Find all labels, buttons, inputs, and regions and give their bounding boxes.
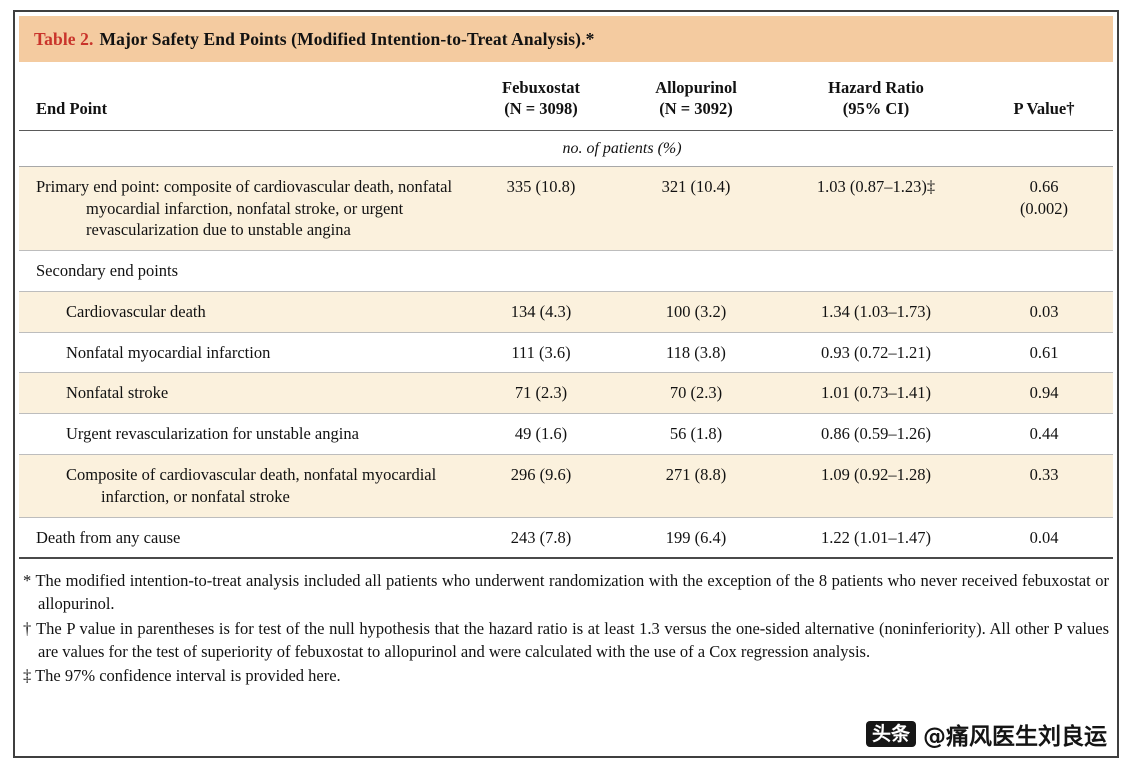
table-row-urgent-revascularization: Urgent revascularization for unstable an… <box>19 413 1113 454</box>
febuxostat-value: 111 (3.6) <box>511 342 571 362</box>
row-label: Nonfatal myocardial infarction <box>66 342 271 362</box>
table-title: Major Safety End Points (Modified Intent… <box>99 29 595 49</box>
table-figure: Table 2. Major Safety End Points (Modifie… <box>13 10 1119 758</box>
table-row-composite: Composite of cardiovascular death, nonfa… <box>19 454 1113 517</box>
row-label: Death from any cause <box>36 527 181 547</box>
row-label: Primary end point: composite of cardiova… <box>36 176 453 240</box>
footnote-text: The P value in parentheses is for test o… <box>36 618 1110 661</box>
allopurinol-value: 100 (3.2) <box>665 301 727 321</box>
allopurinol-value: 321 (10.4) <box>661 176 731 196</box>
footnote-text: The modified intention-to-treat analysis… <box>35 571 1109 614</box>
p-value: 0.94 <box>1029 383 1059 403</box>
hazard-ratio-value: 1.03 (0.87–1.23)‡ <box>816 176 936 196</box>
column-header-hazard-ratio: Hazard Ratio (95% CI) <box>828 78 924 119</box>
row-label: Secondary end points <box>36 261 179 281</box>
hazard-ratio-value: 1.34 (1.03–1.73) <box>821 301 931 321</box>
p-value: 0.61 <box>1029 342 1059 362</box>
allopurinol-value: 118 (3.8) <box>666 342 726 362</box>
allopurinol-value: 56 (1.8) <box>669 424 723 444</box>
table-row-cardiovascular-death: Cardiovascular death 134 (4.3) 100 (3.2)… <box>19 290 1113 332</box>
febuxostat-value: 243 (7.8) <box>510 527 572 547</box>
table-title-bar: Table 2. Major Safety End Points (Modifie… <box>19 16 1113 62</box>
column-header-p-value: P Value† <box>1013 99 1075 119</box>
column-header-allopurinol: Allopurinol (N = 3092) <box>655 78 737 119</box>
table-row-nonfatal-stroke: Nonfatal stroke 71 (2.3) 70 (2.3) 1.01 (… <box>19 372 1113 414</box>
footnote-marker: * <box>23 571 32 591</box>
hazard-ratio-value: 1.09 (0.92–1.28) <box>821 465 931 484</box>
table-header-row: End Point Febuxostat (N = 3098) Allopuri… <box>19 62 1113 131</box>
footnotes: * The modified intention-to-treat analys… <box>19 559 1113 688</box>
allopurinol-value: 199 (6.4) <box>665 527 727 547</box>
footnote-mitt: * The modified intention-to-treat analys… <box>23 570 1109 616</box>
allopurinol-value: 70 (2.3) <box>669 383 723 403</box>
allopurinol-value <box>615 251 777 291</box>
table-row-death-any-cause: Death from any cause 243 (7.8) 199 (6.4)… <box>19 516 1113 558</box>
watermark-handle: @痛风医生刘良运 <box>923 724 1107 750</box>
p-value: 0.33 <box>1029 465 1059 484</box>
footnote-marker: ‡ <box>23 666 32 686</box>
table-row-nonfatal-mi: Nonfatal myocardial infarction 111 (3.6)… <box>19 331 1113 373</box>
footnote-marker: † <box>23 618 32 638</box>
p-value: 0.04 <box>1029 527 1059 547</box>
febuxostat-value: 335 (10.8) <box>506 176 576 196</box>
hazard-ratio-value: 1.01 (0.73–1.41) <box>821 383 931 403</box>
p-value <box>975 251 1113 291</box>
febuxostat-value: 71 (2.3) <box>514 383 568 403</box>
toutiao-logo-badge: 头条 <box>865 720 916 748</box>
watermark: 头条 @痛风医生刘良运 <box>865 717 1107 751</box>
table-body: Primary end point: composite of cardiova… <box>19 166 1113 560</box>
p-value: 0.44 <box>1029 424 1059 444</box>
febuxostat-value: 134 (4.3) <box>510 301 572 321</box>
column-header-febuxostat: Febuxostat (N = 3098) <box>502 78 580 119</box>
table-row-secondary-endpoints-header: Secondary end points <box>19 250 1113 291</box>
footnote-text: The 97% confidence interval is provided … <box>35 666 341 686</box>
hazard-ratio-value: 0.86 (0.59–1.26) <box>821 424 931 444</box>
febuxostat-value: 296 (9.6) <box>510 465 572 484</box>
table-number: Table 2. <box>34 29 94 49</box>
units-note: no. of patients (%) <box>562 139 682 157</box>
hazard-ratio-value <box>777 251 975 291</box>
febuxostat-value <box>467 251 615 291</box>
row-label: Nonfatal stroke <box>66 383 169 403</box>
allopurinol-value: 271 (8.8) <box>665 465 727 484</box>
febuxostat-value: 49 (1.6) <box>514 424 568 444</box>
table-row-primary-endpoint: Primary end point: composite of cardiova… <box>19 166 1113 251</box>
hazard-ratio-value: 0.93 (0.72–1.21) <box>821 342 931 362</box>
row-label: Cardiovascular death <box>66 301 206 321</box>
p-value: 0.03 <box>1029 301 1059 321</box>
column-header-endpoint: End Point <box>36 99 108 119</box>
hazard-ratio-value: 1.22 (1.01–1.47) <box>821 527 931 547</box>
footnote-confidence-interval: ‡ The 97% confidence interval is provide… <box>23 665 1109 688</box>
p-value: 0.66 (0.002) <box>1019 176 1069 218</box>
row-label: Composite of cardiovascular death, nonfa… <box>66 465 437 506</box>
footnote-p-value: † The P value in parentheses is for test… <box>23 618 1109 664</box>
row-label: Urgent revascularization for unstable an… <box>66 424 359 444</box>
table-units-row: no. of patients (%) <box>19 131 1113 167</box>
